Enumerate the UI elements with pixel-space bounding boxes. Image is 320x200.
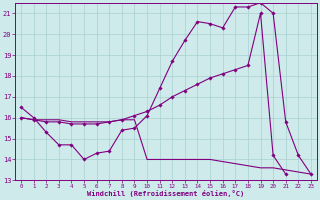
- X-axis label: Windchill (Refroidissement éolien,°C): Windchill (Refroidissement éolien,°C): [87, 190, 244, 197]
